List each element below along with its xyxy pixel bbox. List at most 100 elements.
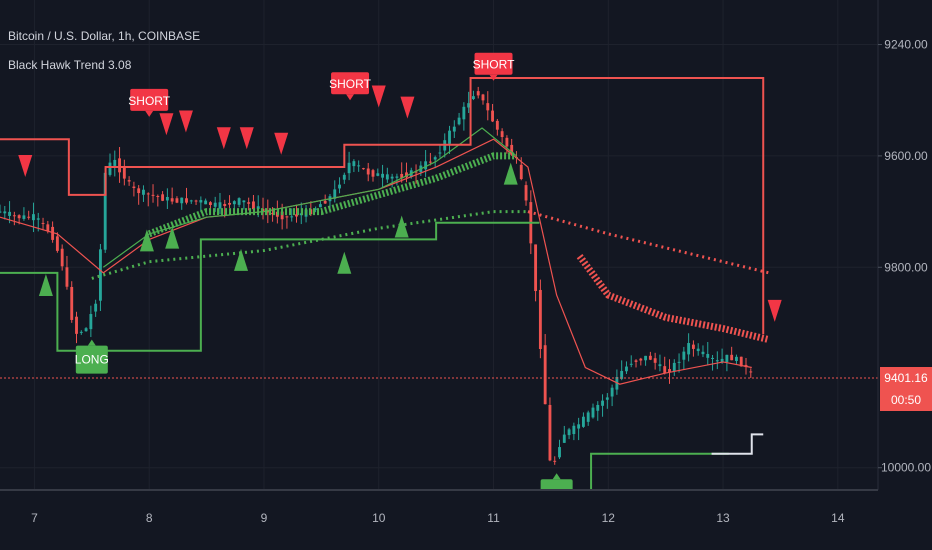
candle-body	[644, 355, 648, 361]
candle-body	[519, 164, 523, 180]
y-tick-label: 9600.00	[884, 149, 928, 163]
candle-body	[648, 355, 652, 360]
candle-body	[663, 366, 667, 374]
candle-body	[237, 198, 241, 205]
series-stop_red	[0, 76, 765, 335]
candle-body	[185, 198, 188, 203]
candle-body	[32, 214, 35, 221]
grid	[0, 0, 878, 490]
candle-body	[194, 200, 198, 202]
candle-body	[175, 198, 179, 203]
x-tick-label: 12	[602, 511, 616, 525]
candle-body	[280, 211, 284, 220]
candle-body	[720, 358, 724, 363]
candle-body	[730, 354, 734, 361]
series-dotted_red	[527, 210, 770, 275]
candle-body	[400, 173, 404, 178]
candle-body	[739, 356, 743, 367]
x-tick-label: 8	[146, 511, 153, 525]
candle-body	[534, 244, 538, 292]
candle-body	[189, 200, 193, 202]
candle-body	[60, 248, 64, 267]
candle-body	[51, 226, 55, 240]
candle-body	[538, 289, 542, 349]
candle-body	[256, 206, 260, 210]
short-arrow	[274, 132, 289, 155]
candle-body	[161, 194, 165, 201]
candle-body	[41, 222, 45, 224]
candle-body	[605, 397, 609, 400]
short-signal: SHORT	[473, 52, 515, 81]
candle-body	[625, 366, 628, 372]
indicator-name[interactable]: Black Hawk Trend 3.08	[8, 58, 132, 72]
series-ma_green	[102, 127, 517, 268]
last-price-badge: 9401.16	[880, 366, 932, 389]
candle-body	[151, 194, 155, 196]
series-fat_green	[147, 152, 517, 238]
candle-body	[342, 174, 346, 180]
candle-body	[495, 120, 499, 130]
candle-body	[634, 360, 638, 362]
candle-body	[266, 211, 270, 213]
candle-body	[629, 363, 633, 365]
candle-body	[725, 354, 729, 363]
indicator-lines	[0, 76, 770, 490]
series-ma	[0, 138, 752, 385]
countdown-badge: 00:50	[880, 388, 932, 411]
price-axis-ticks: 10000.00 9800.00 9600.00 9240.00	[878, 38, 931, 475]
candle-body	[12, 215, 16, 217]
long-arrow	[139, 229, 154, 252]
candle-body	[137, 188, 141, 194]
candle-body	[65, 267, 69, 287]
candle-body	[366, 168, 370, 175]
candle-body	[94, 303, 98, 312]
candle-body	[55, 236, 59, 251]
short-signal: SHORT	[128, 88, 171, 117]
candle-body	[232, 201, 236, 205]
candle-body	[17, 215, 21, 219]
candle-body	[314, 208, 318, 210]
candle-body	[108, 162, 112, 175]
candle-body	[486, 103, 490, 111]
candle-body	[448, 130, 451, 144]
x-tick-label: 10	[372, 511, 386, 525]
time-axis-background[interactable]	[0, 490, 932, 550]
candle-body	[414, 171, 418, 173]
candle-body	[591, 407, 595, 418]
price-axis-background[interactable]	[878, 0, 932, 490]
candle-body	[381, 173, 385, 178]
candle-body	[433, 157, 437, 160]
candle-body	[127, 180, 131, 182]
candle-body	[247, 202, 251, 204]
short-arrow	[159, 113, 174, 136]
candle-body	[70, 286, 74, 320]
series-stop_white	[711, 433, 764, 455]
series-fat_red	[576, 254, 770, 344]
long-arrow	[165, 226, 180, 249]
symbol-title[interactable]: Bitcoin / U.S. Dollar, 1h, COINBASE	[8, 29, 201, 43]
candle-body	[371, 170, 375, 177]
candle-body	[0, 211, 2, 213]
candle-body	[132, 186, 136, 189]
candle-body	[213, 202, 217, 207]
long-arrow	[234, 248, 249, 271]
candle-body	[658, 364, 662, 367]
candle-body	[271, 213, 275, 215]
candle-body	[228, 202, 231, 205]
candle-body	[500, 131, 504, 137]
short-arrow	[767, 299, 782, 322]
short-arrow	[371, 85, 386, 108]
series-stop_green_2	[590, 452, 729, 490]
candle-body	[199, 200, 203, 203]
candle-body	[98, 249, 102, 301]
candle-body	[706, 353, 710, 358]
candle-body	[333, 189, 337, 199]
candle-body	[735, 356, 738, 361]
candle-body	[142, 189, 145, 195]
candle-body	[457, 117, 461, 125]
x-tick-label: 11	[487, 511, 500, 525]
candle-body	[572, 425, 576, 435]
candle-body	[385, 174, 389, 180]
short-arrow	[18, 155, 33, 178]
